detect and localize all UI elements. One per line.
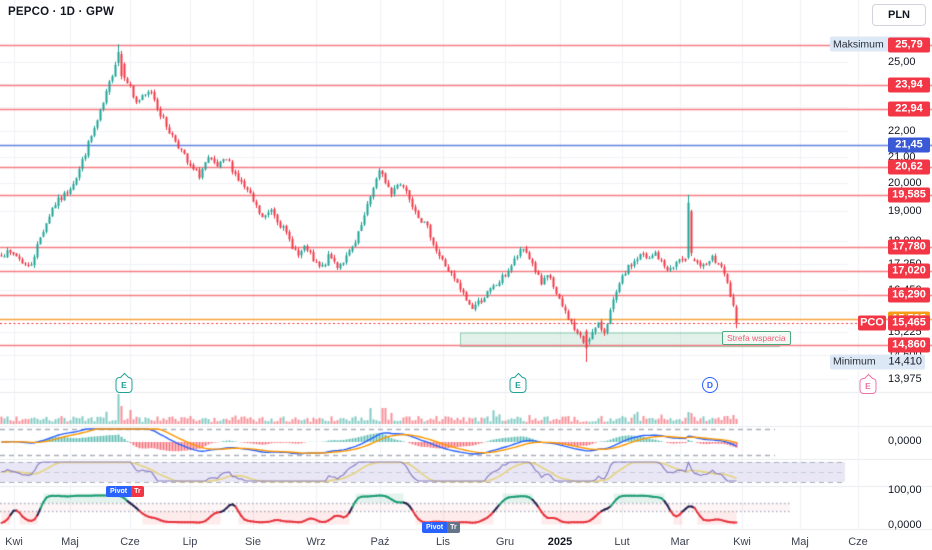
time-axis-label: Mar <box>670 536 690 548</box>
price-level-chip: 20,62 <box>888 159 930 175</box>
price-level-chip: 22,94 <box>888 101 930 117</box>
price-level-chip: 17,780 <box>888 239 930 255</box>
price-tick-label: 25,00 <box>888 55 916 68</box>
time-axis-label: Wrz <box>306 536 326 548</box>
macd-zero-label: 0,0000 <box>888 435 922 447</box>
time-axis-label: Lut <box>614 536 630 548</box>
time-axis-label: Maj <box>791 536 809 548</box>
symbol-title: PEPCO · 1D · GPW <box>8 6 115 18</box>
currency-button[interactable]: PLN <box>872 4 926 26</box>
pivot-indicator-name: Pivot <box>106 486 132 497</box>
dividend-badge[interactable]: D <box>702 377 718 393</box>
price-level-chip: 16,290 <box>888 287 930 303</box>
time-axis-label: Kwi <box>733 536 751 548</box>
price-level-chip: 21,45 <box>888 137 930 153</box>
price-tick-label: 19,000 <box>888 205 922 218</box>
price-level-chip: 17,020 <box>888 263 930 279</box>
oscillator-zero-label: 0,0000 <box>888 519 922 531</box>
minimum-label: Minimum 14,410 <box>830 354 925 370</box>
maximum-caption: Maksimum <box>833 38 884 51</box>
time-axis-label: 2025 <box>547 536 573 548</box>
price-tick-label: 22,00 <box>888 125 916 138</box>
time-axis-label: Sie <box>245 536 261 548</box>
earnings-badge[interactable]: E <box>859 378 877 394</box>
time-axis-label: Maj <box>61 536 79 548</box>
pivot-indicator-badge[interactable]: Pivot Tr <box>422 522 460 533</box>
price-level-chip: 19,585 <box>888 187 930 203</box>
last-price-chip: 15,465 <box>888 315 930 331</box>
time-axis-label: Kwi <box>5 536 23 548</box>
price-tick-label: 20,000 <box>888 177 922 190</box>
time-axis-label: Cze <box>848 536 868 548</box>
oscillator-top-label: 100,00 <box>888 484 922 496</box>
support-zone-label[interactable]: Strefa wsparcia <box>722 331 791 345</box>
time-axis-label: Cze <box>120 536 140 548</box>
earnings-badge[interactable]: E <box>509 377 527 393</box>
time-axis-label: Lis <box>435 536 451 548</box>
ticker-chip: PCO <box>858 315 886 331</box>
pivot-indicator-tag: Tr <box>447 522 460 533</box>
price-level-chip: 25,79 <box>888 37 930 53</box>
pivot-indicator-badge[interactable]: Pivot Tr <box>106 486 144 497</box>
price-tick-label: 13,975 <box>888 372 922 385</box>
pivot-indicator-name: Pivot <box>422 522 448 533</box>
time-axis-label: Gru <box>495 536 515 548</box>
time-axis-label: Lip <box>182 536 198 548</box>
time-axis-label: Paź <box>370 536 390 548</box>
pivot-indicator-tag: Tr <box>131 486 144 497</box>
price-level-chip: 23,94 <box>888 77 930 93</box>
earnings-badge[interactable]: E <box>115 377 133 393</box>
minimum-caption: Minimum <box>833 355 876 368</box>
price-level-chip: 14,860 <box>888 337 930 353</box>
minimum-value: 14,410 <box>888 355 922 368</box>
